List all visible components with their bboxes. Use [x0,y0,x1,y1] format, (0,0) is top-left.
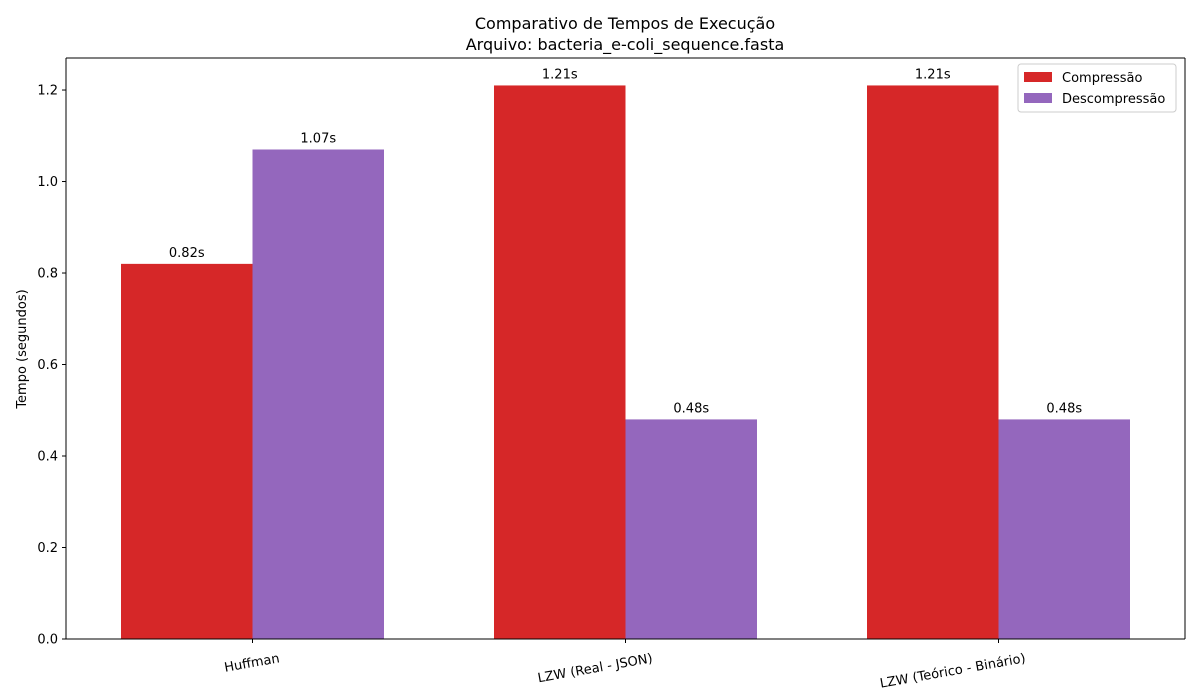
y-tick-label: 1.0 [37,175,58,190]
y-tick-label: 0.8 [37,267,58,282]
legend-box [1017,63,1177,113]
x-tick-label: LZW (Real - JSON) [537,651,654,686]
y-tick-label: 0.4 [37,450,58,465]
data-label: 0.82s [169,246,205,261]
data-label: 0.48s [1046,401,1082,416]
bar-compressao [494,85,626,639]
legend-label: Descompressão [1062,92,1165,107]
data-label: 1.21s [542,67,578,82]
bar-descompressao [625,419,757,639]
bar-compressao [121,263,253,639]
bar-descompressao [998,419,1130,639]
bar-compressao [867,85,999,639]
x-tick-label: LZW (Teórico - Binário) [879,651,1027,691]
y-tick-label: 1.2 [37,84,58,99]
data-label: 1.21s [915,67,951,82]
x-tick-label: Huffman [223,651,281,675]
legend-label: Compressão [1062,71,1143,86]
y-tick-label: 0.2 [37,541,58,556]
legend-swatch [1024,72,1052,82]
chart-title: Comparativo de Tempos de Execução [475,14,775,33]
chart-subtitle: Arquivo: bacteria_e-coli_sequence.fasta [466,35,785,55]
legend: Compressão Descompressão [1017,63,1177,113]
bar-descompressao [252,149,384,639]
data-label: 1.07s [300,131,336,146]
y-tick-label: 0.0 [37,633,58,648]
plot-area: 0.82s 1.07s 1.21s 0.48s 1.21s 0.48s 0.0 0.2 0.4 0… [37,57,1186,692]
data-label: 0.48s [673,401,709,416]
y-tick-label: 0.6 [37,358,58,373]
legend-swatch [1024,93,1052,103]
y-axis-label: Tempo (segundos) [15,289,30,409]
